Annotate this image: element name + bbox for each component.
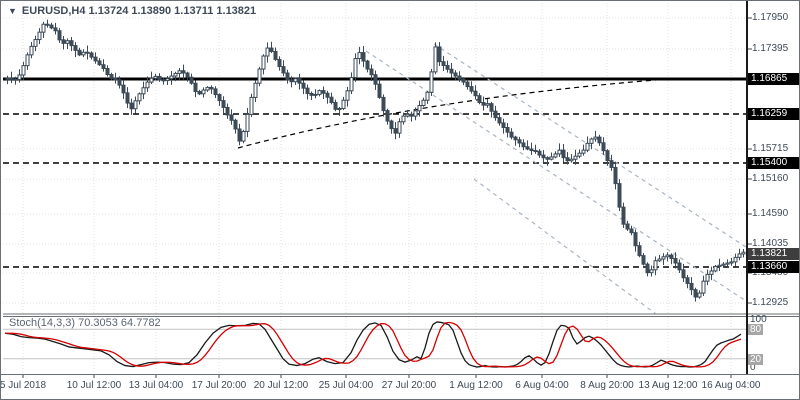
price-line-label: 1.15400 <box>748 157 799 169</box>
x-axis-label: 25 Jul 04:00 <box>318 380 374 391</box>
y-axis-tick-label: 1.17395 <box>752 43 789 54</box>
symbol-ohlc-title: EURUSD,H4 1.13724 1.13890 1.13711 1.1382… <box>21 5 257 17</box>
y-axis-tick-label: 1.15160 <box>752 173 789 184</box>
price-line-label: 1.16259 <box>748 108 799 120</box>
stochastic-indicator-label: Stoch(14,3,3) 70.3053 64.7782 <box>9 317 161 329</box>
x-axis-label: 20 Jul 12:00 <box>253 380 309 391</box>
x-axis-label: 17 Jul 20:00 <box>191 380 247 391</box>
symbol-collapse-icon[interactable]: ▼ <box>8 5 17 16</box>
stoch-scale-label: 100 <box>750 314 767 325</box>
x-axis-label: 8 Aug 20:00 <box>580 380 634 391</box>
bid-price-label: 1.13821 <box>748 248 799 260</box>
stoch-scale-label: 0 <box>750 362 756 373</box>
price-line-label: 1.13660 <box>748 261 799 273</box>
price-scale-column[interactable] <box>747 1 799 374</box>
time-scale-column[interactable] <box>1 375 799 399</box>
y-axis-tick-label: 1.14035 <box>752 238 789 249</box>
x-axis-label: 13 Jul 04:00 <box>128 380 184 391</box>
x-axis-label: 27 Jul 20:00 <box>381 380 437 391</box>
y-axis-tick-label: 1.14590 <box>752 208 789 219</box>
x-axis-label: 1 Aug 12:00 <box>449 380 503 391</box>
chart-title-bar: ▼ EURUSD,H4 1.13724 1.13890 1.13711 1.13… <box>8 5 256 17</box>
stoch-level-label: 20 <box>748 354 764 365</box>
y-axis-tick-label: 1.17950 <box>752 12 789 23</box>
stoch-level-label: 80 <box>748 324 764 335</box>
x-axis-label: 16 Aug 04:00 <box>701 380 761 391</box>
y-axis-tick-label: 1.15715 <box>752 143 789 154</box>
x-axis-label: 13 Aug 12:00 <box>638 380 698 391</box>
x-axis-label: 6 Aug 04:00 <box>515 380 569 391</box>
y-axis-tick-label: 1.12925 <box>752 297 789 308</box>
x-axis-label: 10 Jul 12:00 <box>66 380 122 391</box>
x-axis-label: 5 Jul 2018 <box>0 380 47 391</box>
price-line-label: 1.16865 <box>748 73 799 85</box>
